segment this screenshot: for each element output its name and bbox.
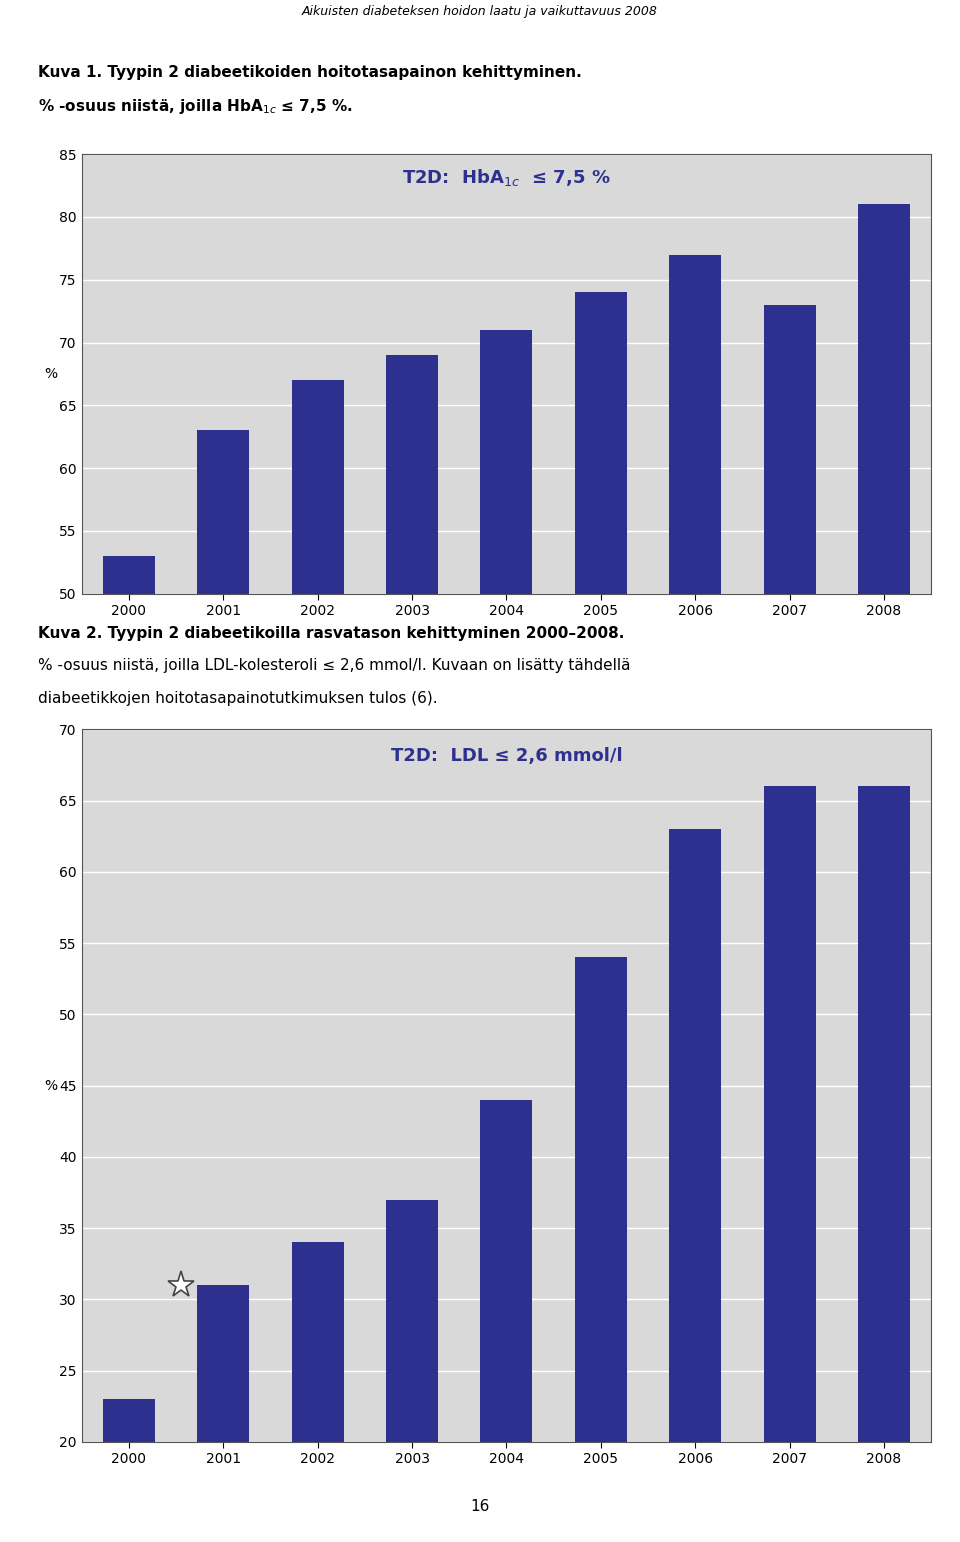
Bar (103, 557, 155, 1221)
Y-axis label: %: % (44, 367, 58, 381)
Bar (386, 355, 438, 1221)
Y-axis label: %: % (44, 1078, 58, 1093)
Bar (480, 1099, 533, 1542)
Bar (763, 786, 816, 1542)
Text: Kuva 2. Tyypin 2 diabeetikoilla rasvatason kehittyminen 2000–2008.: Kuva 2. Tyypin 2 diabeetikoilla rasvatas… (38, 626, 625, 641)
Text: Aikuisten diabeteksen hoidon laatu ja vaikuttavuus 2008: Aikuisten diabeteksen hoidon laatu ja va… (302, 5, 658, 19)
Text: 16: 16 (470, 1499, 490, 1514)
Text: % -osuus niistä, joilla LDL-kolesteroli ≤ 2,6 mmol/l. Kuvaan on lisätty tähdellä: % -osuus niistä, joilla LDL-kolesteroli … (38, 658, 631, 674)
Bar (763, 305, 816, 1221)
Bar (197, 430, 250, 1221)
Bar (103, 1399, 155, 1542)
Bar (575, 958, 627, 1542)
Bar (858, 205, 910, 1221)
Bar (197, 1284, 250, 1542)
Bar (575, 293, 627, 1221)
Bar (480, 330, 533, 1221)
Bar (669, 254, 721, 1221)
Text: Kuva 1. Tyypin 2 diabeetikoiden hoitotasapainon kehittyminen.: Kuva 1. Tyypin 2 diabeetikoiden hoitotas… (38, 65, 582, 80)
Text: diabeetikkojen hoitotasapainotutkimuksen tulos (6).: diabeetikkojen hoitotasapainotutkimuksen… (38, 691, 438, 706)
Bar (669, 830, 721, 1542)
Text: T2D:  HbA$_{1c}$  ≤ 7,5 %: T2D: HbA$_{1c}$ ≤ 7,5 % (402, 168, 611, 188)
Bar (292, 1243, 344, 1542)
Bar (858, 786, 910, 1542)
Text: % -osuus niistä, joilla HbA$_{1c}$ ≤ 7,5 %.: % -osuus niistä, joilla HbA$_{1c}$ ≤ 7,5… (38, 97, 353, 116)
Text: T2D:  LDL ≤ 2,6 mmol/l: T2D: LDL ≤ 2,6 mmol/l (391, 748, 622, 765)
Bar (292, 381, 344, 1221)
Bar (386, 1200, 438, 1542)
